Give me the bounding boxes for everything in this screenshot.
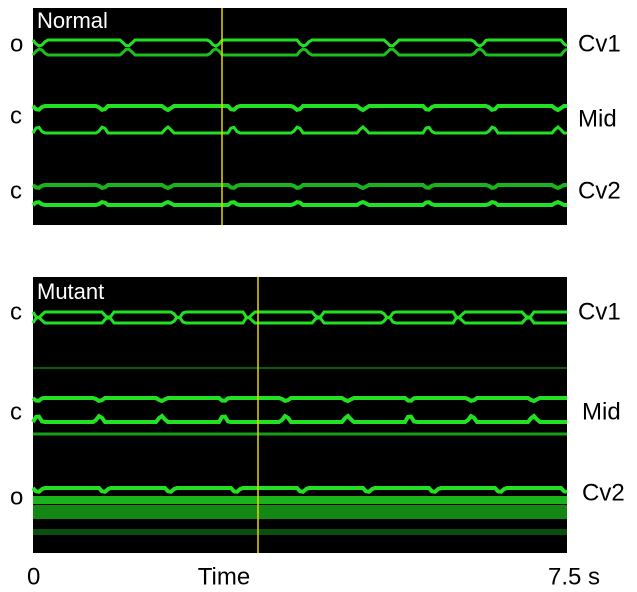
axis-end: 7.5 s <box>548 563 600 590</box>
trace <box>31 315 567 325</box>
trace <box>31 125 567 135</box>
state-label: o <box>10 483 23 510</box>
region-label: Cv1 <box>578 298 621 325</box>
traces <box>31 38 568 535</box>
panel-title: Normal <box>37 8 108 33</box>
trace <box>31 47 568 57</box>
state-label: c <box>10 177 22 204</box>
trace <box>31 38 568 48</box>
axis-label: Time <box>198 563 250 590</box>
state-label: c <box>10 102 22 129</box>
panel-title: Mutant <box>37 279 104 304</box>
region-label: Cv1 <box>578 30 621 57</box>
trace <box>31 396 567 404</box>
region-label: Mid <box>578 105 617 132</box>
region-label: Cv2 <box>582 479 625 506</box>
trace <box>31 310 567 320</box>
trace <box>31 199 567 207</box>
trace <box>31 413 567 424</box>
region-label: Mid <box>582 398 621 425</box>
trace <box>31 183 567 191</box>
trace <box>31 104 567 113</box>
trace <box>31 486 568 494</box>
state-label: o <box>10 30 23 57</box>
state-label: c <box>10 298 22 325</box>
axis-start: 0 <box>27 563 40 590</box>
region-label: Cv2 <box>578 177 621 204</box>
state-label: c <box>10 398 22 425</box>
